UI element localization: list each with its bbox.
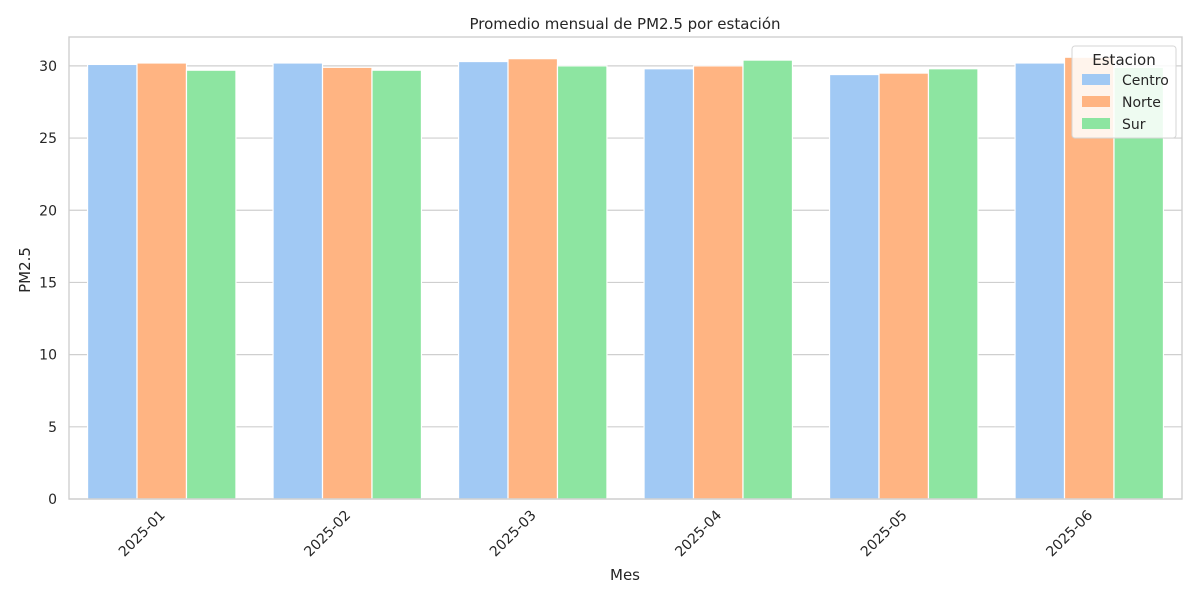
bar-sur-2025-02 bbox=[371, 69, 423, 500]
y-tick-label: 20 bbox=[39, 203, 57, 219]
y-axis-ticks: 0 5 10 15 20 25 30 bbox=[39, 59, 57, 508]
legend-box bbox=[1071, 45, 1177, 139]
y-tick-label: 0 bbox=[48, 492, 57, 508]
bar-centro-2025-04 bbox=[643, 68, 695, 500]
bar-sur-2025-04 bbox=[742, 59, 794, 500]
bar-norte-2025-02 bbox=[321, 66, 373, 500]
y-tick-label: 5 bbox=[48, 420, 57, 436]
legend-swatch-norte bbox=[1082, 96, 1110, 107]
bar-centro-2025-01 bbox=[86, 63, 138, 500]
legend-label-sur: Sur bbox=[1122, 117, 1146, 133]
legend: Estacion Centro Norte Sur bbox=[1071, 45, 1177, 139]
plot-frame bbox=[68, 36, 1183, 500]
legend-label-norte: Norte bbox=[1122, 95, 1161, 111]
y-tick-label: 30 bbox=[39, 59, 57, 75]
x-axis-label: Mes bbox=[610, 566, 640, 584]
bar-norte-2025-03 bbox=[507, 58, 559, 500]
legend-items: Centro Norte Sur bbox=[1082, 73, 1169, 133]
bar-norte-2025-05 bbox=[878, 72, 930, 500]
y-axis-label: PM2.5 bbox=[16, 247, 34, 293]
y-tick-label: 25 bbox=[39, 131, 57, 147]
bar-centro-2025-02 bbox=[272, 62, 324, 500]
chart-title: Promedio mensual de PM2.5 por estación bbox=[469, 15, 780, 33]
legend-swatch-centro bbox=[1082, 74, 1110, 85]
legend-swatch-sur bbox=[1082, 118, 1110, 129]
bar-centro-2025-05 bbox=[828, 73, 880, 500]
legend-title: Estacion bbox=[1092, 51, 1155, 69]
y-tick-label: 15 bbox=[39, 275, 57, 291]
legend-label-centro: Centro bbox=[1122, 73, 1169, 89]
bar-sur-2025-05 bbox=[927, 68, 979, 500]
bar-centro-2025-06 bbox=[1014, 62, 1066, 500]
bar-sur-2025-01 bbox=[185, 69, 237, 500]
y-tick-label: 10 bbox=[39, 348, 57, 364]
bar-norte-2025-01 bbox=[136, 62, 188, 500]
bar-centro-2025-03 bbox=[457, 60, 509, 500]
bar-norte-2025-04 bbox=[692, 65, 744, 500]
bar-sur-2025-03 bbox=[556, 65, 608, 500]
